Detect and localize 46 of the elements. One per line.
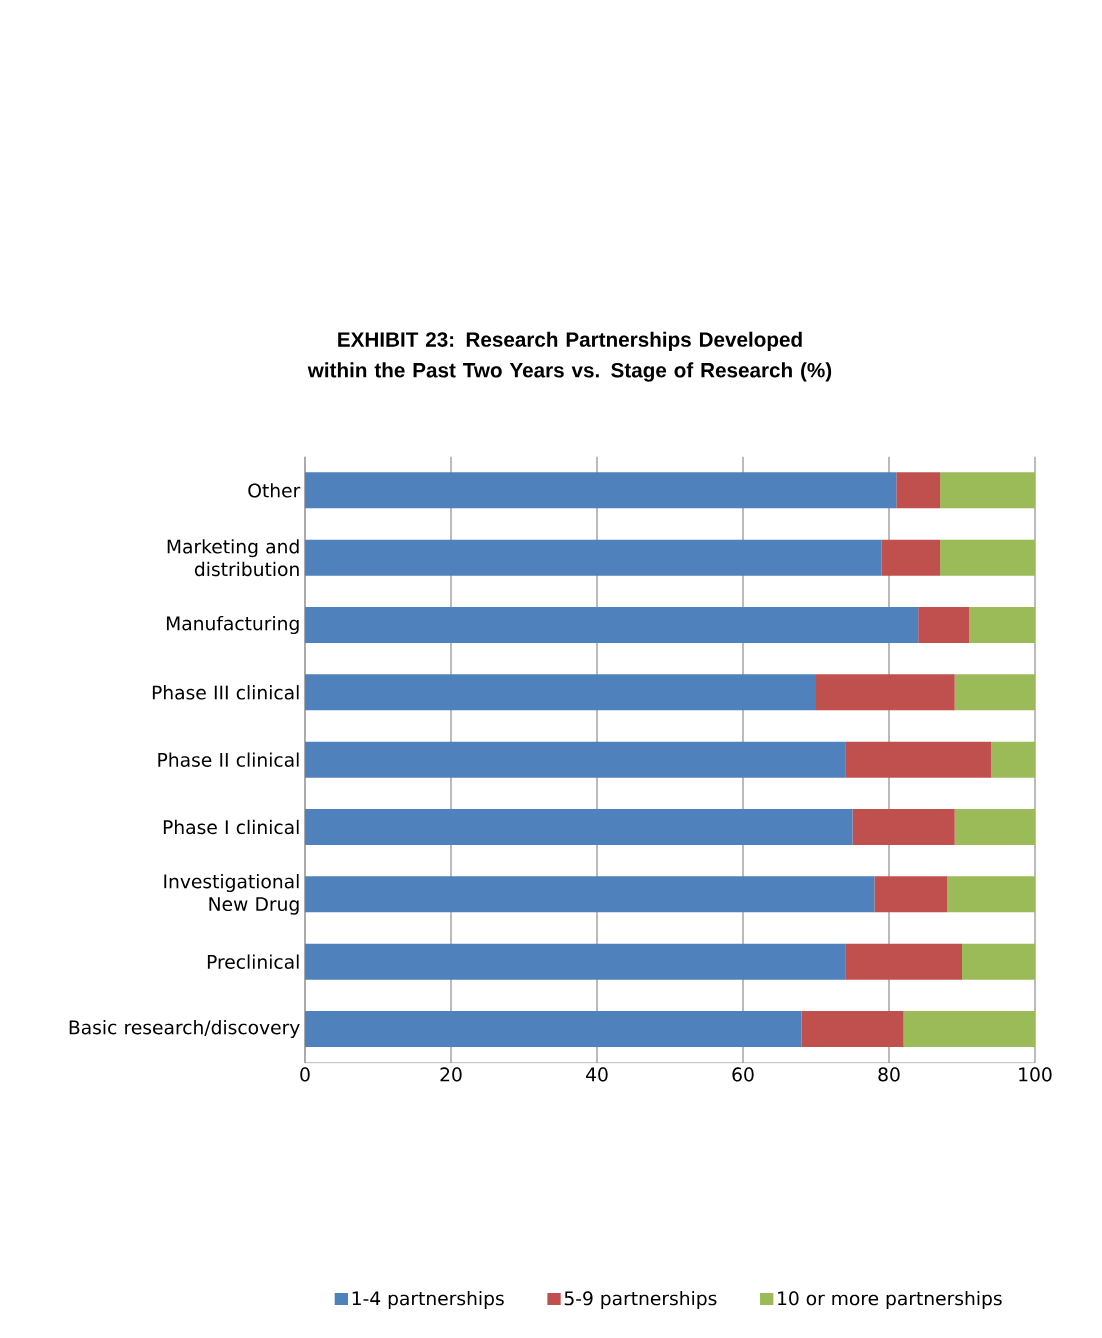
bar	[816, 674, 955, 711]
bar	[801, 1011, 904, 1047]
y-tick-label: Manufacturing	[166, 615, 299, 635]
bar	[305, 539, 882, 576]
y-tick-label: Phase II clinical	[158, 752, 299, 767]
bar	[918, 607, 970, 644]
x-tick-label: 40	[586, 1067, 608, 1082]
x-tick-label: 0	[300, 1067, 310, 1082]
bar	[991, 741, 1035, 778]
bar	[940, 539, 1035, 576]
y-tick-label: Preclinical	[207, 954, 299, 969]
y-tick-label: Phase III clinical	[152, 685, 299, 700]
x-tick-label: 80	[878, 1067, 900, 1082]
y-tick-label: Marketing and distribution	[167, 539, 299, 577]
bar	[305, 472, 897, 509]
legend-label: 5-9 partnerships	[564, 1290, 717, 1309]
legend-label: 1-4 partnerships	[352, 1290, 504, 1309]
y-tick-label: Other	[248, 483, 301, 498]
bar	[896, 472, 941, 509]
x-tick-label: 60	[732, 1067, 754, 1082]
bar	[305, 943, 846, 980]
bar	[305, 674, 816, 711]
x-tick-label: 100	[1019, 1067, 1052, 1082]
bar	[305, 876, 875, 913]
bar	[881, 539, 941, 576]
y-tick-label: Basic research/discovery	[69, 1019, 300, 1039]
bar	[903, 1011, 1035, 1047]
y-tick-label: Investigational New Drug	[164, 873, 299, 915]
chart-title: EXHIBIT 23: Research Partnerships Developed within the Past Two Years vs. Stage of Research (%)	[307, 331, 832, 382]
bar	[940, 472, 1035, 509]
bar	[305, 607, 919, 644]
bar	[874, 876, 948, 913]
bar	[305, 741, 846, 778]
bar	[852, 809, 955, 846]
bar	[962, 943, 1035, 980]
bar	[947, 876, 1035, 913]
bar	[845, 741, 992, 778]
bar	[305, 1011, 802, 1047]
bar	[305, 809, 853, 846]
bar	[954, 674, 1035, 711]
bar	[954, 809, 1035, 846]
bar	[969, 607, 1035, 644]
y-tick-label: Phase I clinical	[163, 819, 299, 835]
legend-label: 10 or more partnerships	[778, 1290, 1002, 1309]
x-tick-label: 20	[440, 1067, 462, 1082]
bar	[845, 943, 962, 980]
